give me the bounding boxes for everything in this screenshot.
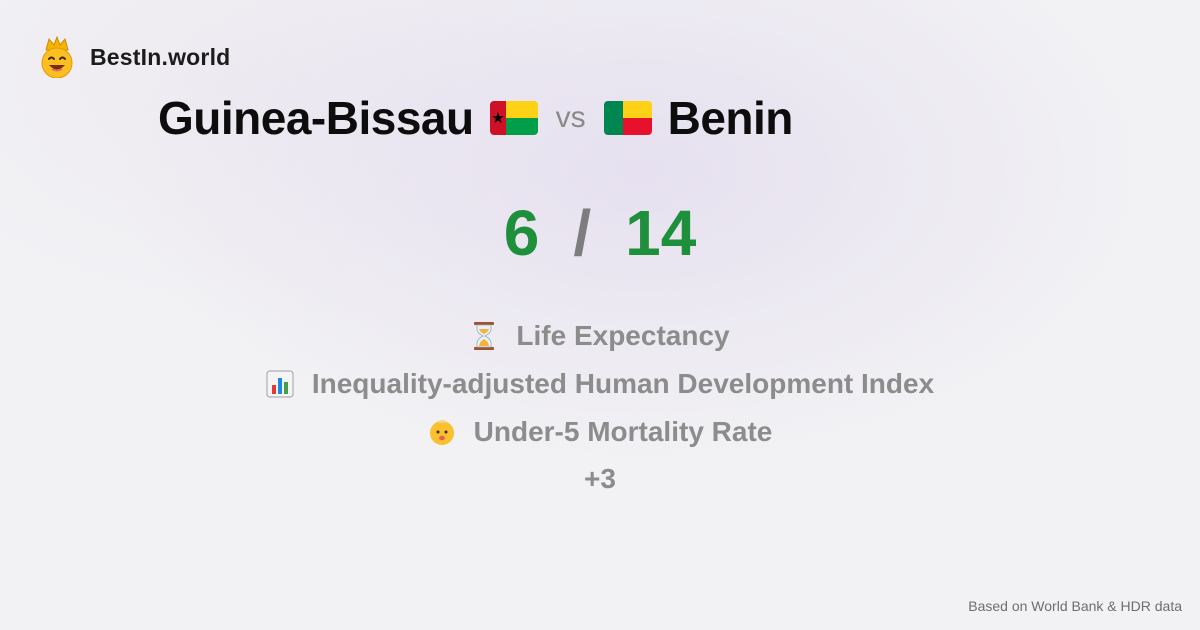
benin-flag-icon — [603, 101, 652, 135]
vs-label: vs — [555, 101, 586, 134]
brand-name: BestIn.world — [90, 43, 231, 70]
metric-ihdi[interactable]: Inequality-adjusted Human Development In… — [266, 360, 934, 408]
metric-label: Under-5 Mortality Rate — [473, 416, 773, 447]
more-metrics-count[interactable]: +3 — [584, 463, 616, 494]
metric-label: Inequality-adjusted Human Development In… — [311, 368, 935, 399]
baby-icon — [429, 420, 454, 445]
data-source-note: Based on World Bank & HDR data — [968, 598, 1182, 614]
bar-chart-icon — [266, 370, 294, 398]
metrics-list: Life Expectancy Inequality-adjusted Huma… — [0, 312, 1200, 502]
score: 6 / 14 — [0, 196, 1200, 270]
metric-label: Life Expectancy — [516, 320, 730, 351]
score-separator: / — [573, 197, 592, 269]
score-b: 14 — [625, 197, 697, 269]
crown-smiley-icon — [41, 36, 73, 78]
brand[interactable]: BestIn.world — [38, 36, 230, 78]
hourglass-icon — [474, 322, 495, 350]
score-a: 6 — [503, 197, 540, 269]
country-b-name[interactable]: Benin — [667, 92, 794, 144]
country-a-name[interactable]: Guinea-Bissau — [158, 92, 474, 144]
metric-under5-mortality[interactable]: Under-5 Mortality Rate — [428, 408, 773, 456]
comparison-title: Guinea-Bissau vs Benin — [158, 88, 793, 148]
guinea-bissau-flag-icon — [489, 101, 538, 135]
metric-life-expectancy[interactable]: Life Expectancy — [470, 312, 730, 360]
